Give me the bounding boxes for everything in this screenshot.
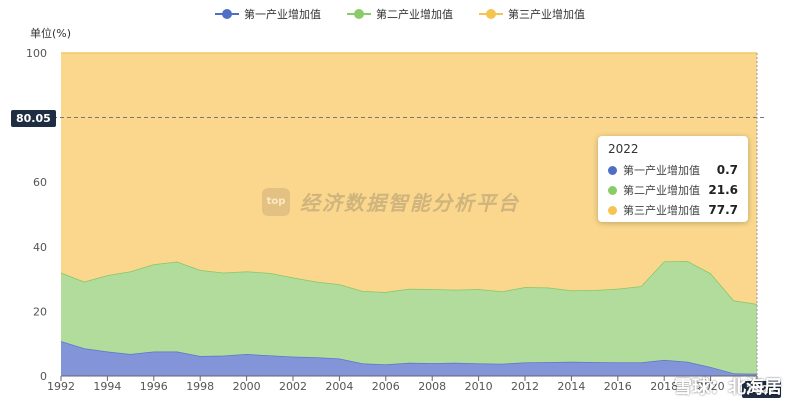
legend-swatch-secondary [347, 9, 371, 19]
legend-item-tertiary[interactable]: 第三产业增加值 [479, 6, 585, 22]
x-tick-label: 2000 [233, 380, 261, 393]
legend-label-tertiary: 第三产业增加值 [508, 8, 585, 21]
snowball-watermark: 雪球：北海居 [674, 377, 782, 398]
x-tick-label: 2004 [325, 380, 353, 393]
x-tick-label: 2016 [604, 380, 632, 393]
x-tick-label: 1994 [93, 380, 121, 393]
x-tick-label: 1992 [47, 380, 75, 393]
watermark-logo: top [262, 187, 290, 216]
x-tick-label: 2012 [511, 380, 539, 393]
x-tick-label: 2018 [650, 380, 678, 393]
tooltip-value: 77.7 [708, 203, 738, 217]
tooltip-name: 第三产业增加值 [623, 204, 700, 217]
legend-label-primary: 第一产业增加值 [244, 8, 321, 21]
x-tick-label: 2014 [557, 380, 585, 393]
area-series-2 [61, 261, 757, 374]
chart-legend: 第一产业增加值 第二产业增加值 第三产业增加值 [0, 6, 800, 22]
y-axis-pointer-label: 80.05 [11, 110, 56, 127]
legend-swatch-primary [215, 9, 239, 19]
x-axis-pointer-label: 2022 [742, 381, 781, 398]
tooltip-value: 0.7 [716, 163, 738, 177]
tooltip-dot-secondary [608, 185, 617, 195]
chart-tooltip: 2022 第一产业增加值 0.7 第二产业增加值 21.6 第三产业增加值 77… [598, 136, 748, 222]
y-tick-label: 100 [26, 47, 47, 60]
y-tick-label: 0 [40, 370, 47, 383]
x-tick-label: 2002 [279, 380, 307, 393]
tooltip-title: 2022 [608, 142, 639, 156]
x-tick-label: 1998 [186, 380, 214, 393]
tooltip-name: 第一产业增加值 [623, 164, 700, 177]
legend-item-secondary[interactable]: 第二产业增加值 [347, 6, 453, 22]
area-series-1 [61, 341, 757, 376]
tooltip-row: 第一产业增加值 0.7 [608, 160, 738, 180]
x-tick-label: 2006 [372, 380, 400, 393]
watermark: top 经济数据智能分析平台 [262, 187, 520, 216]
tooltip-row: 第三产业增加值 77.7 [608, 200, 738, 220]
y-tick-label: 40 [33, 241, 47, 254]
x-tick-label: 1996 [140, 380, 168, 393]
y-axis-unit-label: 单位(%) [30, 27, 72, 40]
tooltip-value: 21.6 [708, 183, 738, 197]
watermark-text: 经济数据智能分析平台 [300, 191, 520, 215]
legend-item-primary[interactable]: 第一产业增加值 [215, 6, 321, 22]
x-tick-label: 2020 [697, 380, 725, 393]
legend-swatch-tertiary [479, 9, 503, 19]
area-series-3 [61, 53, 757, 304]
tooltip-dot-tertiary [608, 205, 617, 215]
x-tick-label: 2008 [418, 380, 446, 393]
x-tick-label: 2010 [465, 380, 493, 393]
tooltip-row: 第二产业增加值 21.6 [608, 180, 738, 200]
y-tick-label: 20 [33, 305, 47, 318]
tooltip-dot-primary [608, 165, 617, 175]
y-tick-label: 60 [33, 176, 47, 189]
legend-label-secondary: 第二产业增加值 [376, 8, 453, 21]
tooltip-name: 第二产业增加值 [623, 184, 700, 197]
